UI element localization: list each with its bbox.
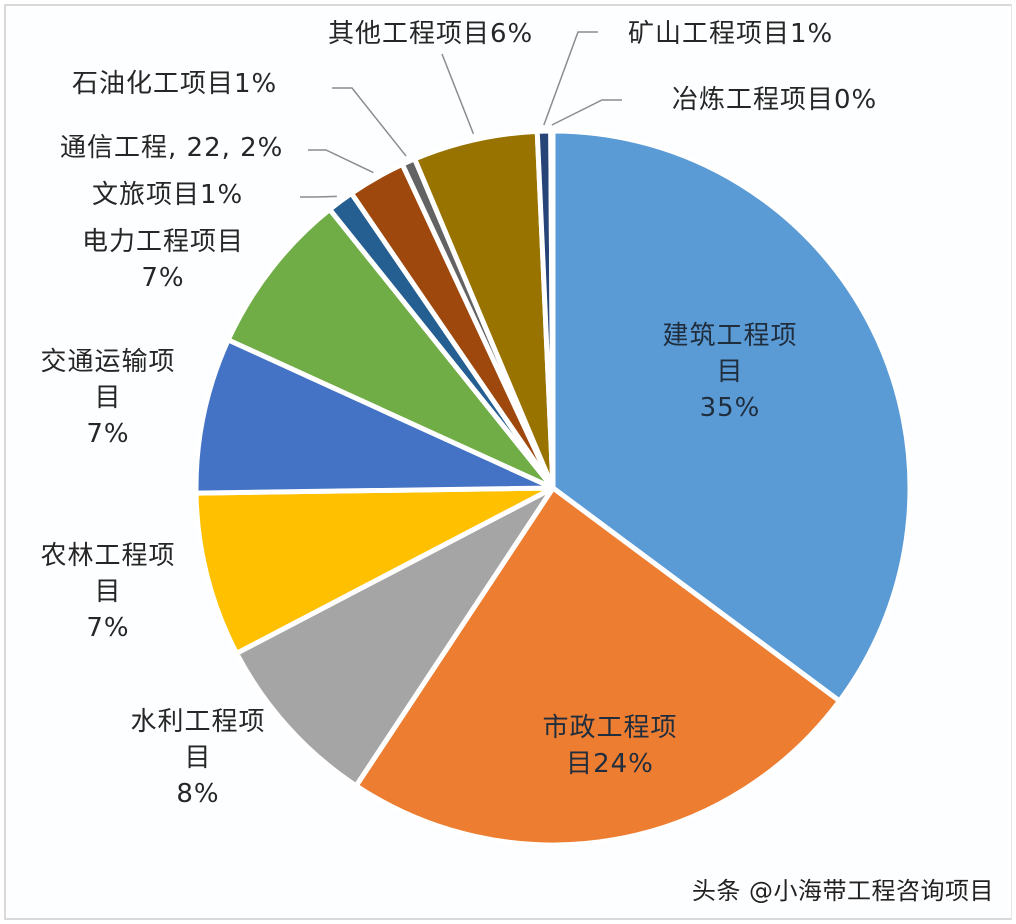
pie-slice-shuili — [234, 485, 556, 789]
label-line: 电力工程项目 — [81, 227, 244, 257]
leader-line-shiyou — [332, 87, 407, 157]
label-shuili: 水利工程项 目 8% — [108, 704, 288, 812]
pie-slice-shizheng — [353, 485, 842, 848]
label-line: 农林工程项 — [40, 541, 176, 571]
label-shiyou: 石油化工项目1% — [72, 69, 278, 99]
leader-line-tongxin — [308, 149, 374, 174]
label-line: 目 — [94, 383, 122, 413]
pie-slice-jianzhu — [550, 128, 913, 704]
leader-line-kuangshan — [543, 31, 598, 126]
label-nonglin: 农林工程项 目 7% — [18, 538, 198, 646]
label-kuangshan: 矿山工程项目1% — [628, 19, 834, 49]
label-percent: 7% — [86, 613, 130, 643]
label-line: 建筑工程项 — [662, 321, 798, 351]
label-line: 目 — [184, 743, 212, 773]
pie-slice-nonglin — [193, 485, 556, 656]
pie-slice-jiaotong — [193, 337, 556, 496]
label-percent: 8% — [176, 779, 220, 809]
leader-line-wenlv — [300, 195, 337, 198]
label-line: 目 — [716, 357, 744, 387]
label-percent: 7% — [86, 419, 130, 449]
label-wenlv: 文旅项目1% — [92, 180, 244, 210]
label-dianli: 电力工程项目 7% — [60, 224, 266, 296]
label-jiaotong: 交通运输项 目 7% — [18, 344, 198, 452]
label-tongxin: 通信工程, 22, 2% — [60, 133, 284, 163]
label-shizheng: 市政工程项 目24% — [520, 710, 700, 782]
label-line: 交通运输项 — [40, 347, 176, 377]
pie-slice-dianli — [225, 206, 556, 491]
pie-slice-yelian — [548, 128, 556, 491]
label-qita: 其他工程项目6% — [328, 19, 534, 49]
label-yelian: 冶炼工程项目0% — [672, 85, 878, 115]
label-jianzhu: 建筑工程项 目 35% — [640, 318, 820, 426]
label-percent: 35% — [699, 393, 761, 423]
label-line: 目 — [94, 577, 122, 607]
label-line: 水利工程项 — [130, 707, 266, 737]
label-line: 目24% — [566, 749, 654, 779]
leader-line-yelian — [551, 99, 622, 126]
watermark: 头条 @小海带工程咨询项目 — [691, 877, 994, 905]
label-line: 市政工程项 — [542, 713, 678, 743]
label-percent: 7% — [141, 263, 185, 293]
leader-line-qita — [441, 53, 475, 135]
